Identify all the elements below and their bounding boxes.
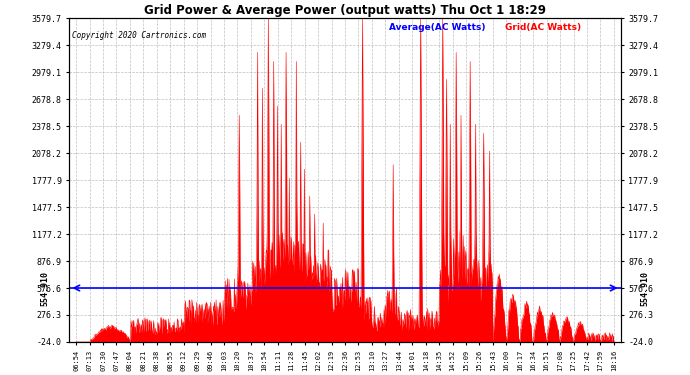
- Text: 554.910: 554.910: [40, 270, 49, 306]
- Text: Copyright 2020 Cartronics.com: Copyright 2020 Cartronics.com: [72, 31, 206, 40]
- Title: Grid Power & Average Power (output watts) Thu Oct 1 18:29: Grid Power & Average Power (output watts…: [144, 4, 546, 17]
- Text: 554.910: 554.910: [641, 270, 650, 306]
- Text: Grid(AC Watts): Grid(AC Watts): [505, 23, 581, 32]
- Text: Average(AC Watts): Average(AC Watts): [389, 23, 486, 32]
